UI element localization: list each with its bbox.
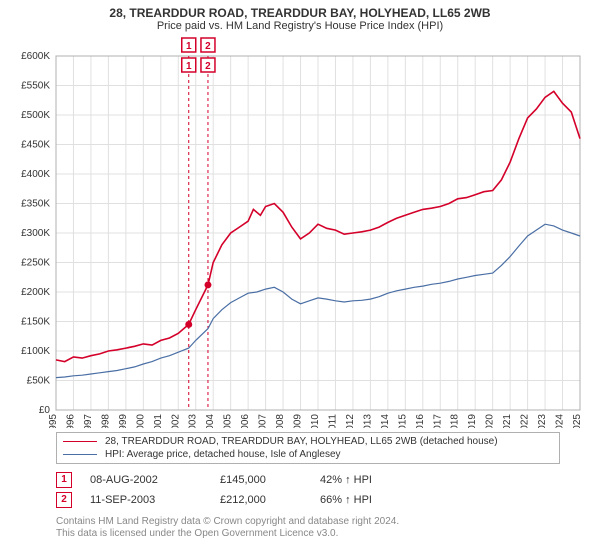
svg-text:2000: 2000 bbox=[135, 414, 146, 428]
svg-text:£50K: £50K bbox=[27, 376, 51, 387]
svg-text:2020: 2020 bbox=[485, 414, 496, 428]
legend-row: HPI: Average price, detached house, Isle… bbox=[63, 448, 553, 461]
chart-area: £0£50K£100K£150K£200K£250K£300K£350K£400… bbox=[0, 36, 600, 428]
legend-label: 28, TREARDDUR ROAD, TREARDDUR BAY, HOLYH… bbox=[105, 436, 498, 447]
svg-text:2016: 2016 bbox=[415, 414, 426, 428]
svg-text:2002: 2002 bbox=[170, 414, 181, 428]
transaction-row: 1 08-AUG-2002£145,00042% ↑ HPI bbox=[56, 470, 560, 490]
svg-text:2024: 2024 bbox=[555, 414, 566, 428]
svg-text:2018: 2018 bbox=[450, 414, 461, 428]
svg-text:£100K: £100K bbox=[21, 346, 50, 357]
svg-text:2014: 2014 bbox=[380, 414, 391, 428]
legend-box: 28, TREARDDUR ROAD, TREARDDUR BAY, HOLYH… bbox=[56, 432, 560, 464]
transaction-date: 08-AUG-2002 bbox=[90, 474, 220, 486]
svg-text:2022: 2022 bbox=[520, 414, 531, 428]
svg-text:£500K: £500K bbox=[21, 110, 50, 121]
svg-text:2008: 2008 bbox=[275, 414, 286, 428]
transaction-pct: 42% ↑ HPI bbox=[320, 474, 372, 486]
svg-text:1995: 1995 bbox=[48, 414, 59, 428]
svg-text:1999: 1999 bbox=[118, 414, 129, 428]
svg-text:£600K: £600K bbox=[21, 51, 50, 62]
transaction-marker: 2 bbox=[56, 492, 72, 508]
svg-text:2004: 2004 bbox=[205, 414, 216, 428]
svg-text:2009: 2009 bbox=[293, 414, 304, 428]
footnote: Contains HM Land Registry data © Crown c… bbox=[56, 516, 560, 540]
svg-text:1996: 1996 bbox=[65, 414, 76, 428]
svg-text:1: 1 bbox=[186, 41, 192, 52]
legend-label: HPI: Average price, detached house, Isle… bbox=[105, 449, 341, 460]
svg-text:1: 1 bbox=[186, 61, 192, 72]
legend-line-swatch bbox=[63, 454, 97, 455]
svg-text:£350K: £350K bbox=[21, 199, 50, 210]
legend-line-swatch bbox=[63, 441, 97, 442]
svg-text:£300K: £300K bbox=[21, 228, 50, 239]
svg-text:2: 2 bbox=[205, 41, 211, 52]
chart-title: 28, TREARDDUR ROAD, TREARDDUR BAY, HOLYH… bbox=[0, 6, 600, 20]
svg-text:£250K: £250K bbox=[21, 258, 50, 269]
svg-text:2021: 2021 bbox=[502, 414, 513, 428]
line-chart-svg: £0£50K£100K£150K£200K£250K£300K£350K£400… bbox=[0, 36, 600, 428]
footnote-line-2: This data is licensed under the Open Gov… bbox=[56, 528, 560, 540]
svg-text:£150K: £150K bbox=[21, 317, 50, 328]
transaction-row: 2 11-SEP-2003£212,00066% ↑ HPI bbox=[56, 490, 560, 510]
svg-text:2: 2 bbox=[205, 61, 211, 72]
svg-text:2001: 2001 bbox=[153, 414, 164, 428]
svg-text:£450K: £450K bbox=[21, 140, 50, 151]
svg-text:2025: 2025 bbox=[572, 414, 583, 428]
svg-text:2015: 2015 bbox=[397, 414, 408, 428]
transaction-pct: 66% ↑ HPI bbox=[320, 494, 372, 506]
chart-subtitle: Price paid vs. HM Land Registry's House … bbox=[0, 20, 600, 32]
svg-text:2011: 2011 bbox=[327, 414, 338, 428]
svg-text:2005: 2005 bbox=[223, 414, 234, 428]
svg-text:2007: 2007 bbox=[258, 414, 269, 428]
footnote-line-1: Contains HM Land Registry data © Crown c… bbox=[56, 516, 560, 528]
svg-text:2006: 2006 bbox=[240, 414, 251, 428]
legend-row: 28, TREARDDUR ROAD, TREARDDUR BAY, HOLYH… bbox=[63, 435, 553, 448]
svg-text:£550K: £550K bbox=[21, 81, 50, 92]
svg-text:2010: 2010 bbox=[310, 414, 321, 428]
svg-text:2023: 2023 bbox=[537, 414, 548, 428]
svg-text:2017: 2017 bbox=[432, 414, 443, 428]
transaction-date: 11-SEP-2003 bbox=[90, 494, 220, 506]
svg-text:2003: 2003 bbox=[188, 414, 199, 428]
svg-text:£400K: £400K bbox=[21, 169, 50, 180]
transaction-marker: 1 bbox=[56, 472, 72, 488]
svg-text:£200K: £200K bbox=[21, 287, 50, 298]
svg-text:2019: 2019 bbox=[467, 414, 478, 428]
svg-text:2013: 2013 bbox=[362, 414, 373, 428]
transaction-price: £145,000 bbox=[220, 474, 320, 486]
svg-text:2012: 2012 bbox=[345, 414, 356, 428]
transactions-table: 1 08-AUG-2002£145,00042% ↑ HPI 2 11-SEP-200… bbox=[56, 470, 560, 510]
transaction-price: £212,000 bbox=[220, 494, 320, 506]
svg-text:1997: 1997 bbox=[83, 414, 94, 428]
svg-text:1998: 1998 bbox=[100, 414, 111, 428]
